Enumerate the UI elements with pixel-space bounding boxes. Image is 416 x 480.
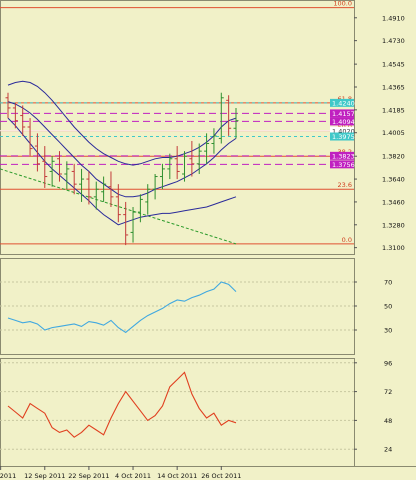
fib-label: 23.6 bbox=[338, 181, 352, 189]
rsi-tick-label: 70 bbox=[384, 279, 392, 287]
stoch-tick-label: 48 bbox=[384, 417, 392, 425]
trendline bbox=[0, 168, 237, 245]
time-tick-label: 14 Oct 2011 bbox=[157, 472, 197, 480]
time-tick-label: 26 Oct 2011 bbox=[201, 472, 241, 480]
price-tag-box bbox=[330, 126, 354, 135]
price-tick-label: 1.3460 bbox=[382, 198, 405, 206]
stoch-tick-label: 72 bbox=[384, 388, 392, 396]
price-tick-label: 1.3100 bbox=[382, 244, 405, 252]
price-tag-label: 1.4157 bbox=[332, 110, 355, 118]
fib-label: 0.0 bbox=[342, 236, 352, 244]
price-tag-box bbox=[330, 151, 354, 160]
rsi-line bbox=[7, 281, 237, 334]
price-tick-label: 1.3820 bbox=[382, 153, 405, 161]
bollinger-lower-band bbox=[7, 117, 237, 226]
price-tick-label: 1.4365 bbox=[382, 83, 405, 91]
fib-label: 100.0 bbox=[333, 0, 352, 8]
bollinger-middle-band bbox=[7, 101, 237, 198]
price-tag-box bbox=[330, 98, 354, 107]
price-tick-label: 1.4545 bbox=[382, 61, 405, 69]
price-tag-box bbox=[330, 109, 354, 118]
stoch-tick-label: 96 bbox=[384, 359, 392, 367]
price-tick-label: 1.3280 bbox=[382, 221, 405, 229]
price-tag-label: 1.4240 bbox=[332, 99, 355, 107]
time-tick-label: 12 Sep 2011 bbox=[24, 472, 65, 480]
time-tick-label: Aug 2011 bbox=[0, 472, 16, 480]
price-panel-frame bbox=[0, 0, 355, 255]
stochastic-panel-frame bbox=[0, 358, 355, 467]
price-tick-label: 1.4005 bbox=[382, 129, 405, 137]
price-tag-box bbox=[330, 160, 354, 169]
rsi-tick-label: 30 bbox=[384, 327, 392, 335]
price-tag-box bbox=[330, 117, 354, 126]
price-tag-label: 1.3823 bbox=[332, 152, 355, 160]
rsi-tick-label: 50 bbox=[384, 303, 392, 311]
price-tag-box bbox=[330, 132, 354, 141]
time-tick-label: 22 Sep 2011 bbox=[68, 472, 109, 480]
stoch-tick-label: 24 bbox=[384, 446, 392, 454]
price-tag-label: 1.4020 bbox=[332, 127, 355, 135]
price-tick-label: 1.4910 bbox=[382, 14, 405, 22]
price-tag-label: 1.3756 bbox=[332, 161, 355, 169]
price-tag-label: 1.3975 bbox=[332, 133, 355, 141]
price-tick-label: 1.3640 bbox=[382, 176, 405, 184]
time-tick-label: 4 Oct 2011 bbox=[115, 472, 151, 480]
price-tick-label: 1.4185 bbox=[382, 106, 405, 114]
bollinger-upper-band bbox=[7, 80, 237, 166]
price-tag-label: 1.4094 bbox=[332, 118, 355, 126]
stochastic-line bbox=[7, 371, 237, 438]
price-tick-label: 1.4730 bbox=[382, 37, 405, 45]
